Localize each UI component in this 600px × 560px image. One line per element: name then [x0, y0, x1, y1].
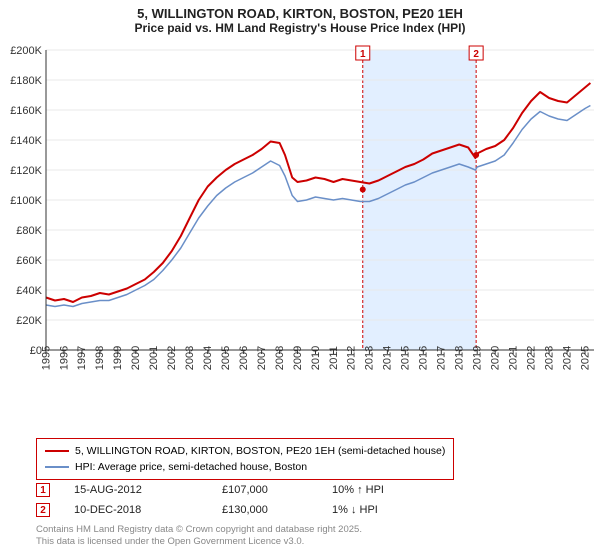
chart-container: 5, WILLINGTON ROAD, KIRTON, BOSTON, PE20… [0, 0, 600, 560]
x-tick-2000: 2000 [130, 346, 142, 370]
marker-date-0: 15-AUG-2012 [74, 484, 222, 496]
x-tick-2007: 2007 [256, 346, 268, 370]
x-tick-2008: 2008 [274, 346, 286, 370]
x-tick-1996: 1996 [58, 346, 70, 370]
marker-pct-1: 1% ↓ HPI [332, 504, 452, 516]
y-tick-4: £80K [16, 225, 42, 237]
sale-markers-table: 1 15-AUG-2012 £107,000 10% ↑ HPI 2 10-DE… [36, 480, 452, 520]
x-tick-2002: 2002 [166, 346, 178, 370]
footer: Contains HM Land Registry data © Crown c… [36, 524, 362, 549]
marker-price-0: £107,000 [222, 484, 332, 496]
x-tick-2024: 2024 [561, 346, 573, 370]
x-tick-2009: 2009 [292, 346, 304, 370]
title-line1: 5, WILLINGTON ROAD, KIRTON, BOSTON, PE20… [0, 6, 600, 21]
y-tick-3: £60K [16, 255, 42, 267]
x-tick-2016: 2016 [418, 346, 430, 370]
x-tick-1999: 1999 [112, 346, 124, 370]
footer-line2: This data is licensed under the Open Gov… [36, 536, 362, 548]
x-tick-2003: 2003 [184, 346, 196, 370]
x-tick-2001: 2001 [148, 346, 160, 370]
x-tick-2018: 2018 [454, 346, 466, 370]
chart-svg: £0£20K£40K£60K£80K£100K£120K£140K£160K£1… [4, 42, 596, 397]
y-tick-2: £40K [16, 285, 42, 297]
x-tick-2015: 2015 [400, 346, 412, 370]
x-tick-2020: 2020 [489, 346, 501, 370]
legend-swatch-0 [45, 450, 69, 452]
chart-area: £0£20K£40K£60K£80K£100K£120K£140K£160K£1… [4, 42, 596, 397]
marker-num-1: 2 [36, 503, 50, 517]
x-tick-1998: 1998 [94, 346, 106, 370]
x-tick-2010: 2010 [310, 346, 322, 370]
sale-point-1 [473, 152, 479, 158]
y-tick-5: £100K [10, 195, 42, 207]
y-tick-7: £140K [10, 135, 42, 147]
legend-label-1: HPI: Average price, semi-detached house,… [75, 461, 307, 473]
y-tick-6: £120K [10, 165, 42, 177]
series-price_paid [46, 83, 590, 302]
marker-pct-0: 10% ↑ HPI [332, 484, 452, 496]
series-hpi [46, 106, 590, 307]
marker-price-1: £130,000 [222, 504, 332, 516]
marker-date-1: 10-DEC-2018 [74, 504, 222, 516]
x-tick-2025: 2025 [579, 346, 591, 370]
x-tick-2017: 2017 [436, 346, 448, 370]
legend: 5, WILLINGTON ROAD, KIRTON, BOSTON, PE20… [36, 438, 454, 480]
x-tick-2014: 2014 [382, 346, 394, 370]
x-tick-1997: 1997 [76, 346, 88, 370]
y-tick-1: £20K [16, 315, 42, 327]
legend-row-1: HPI: Average price, semi-detached house,… [45, 459, 445, 475]
x-tick-1995: 1995 [40, 346, 52, 370]
title-block: 5, WILLINGTON ROAD, KIRTON, BOSTON, PE20… [0, 0, 600, 37]
sale-marker-row-0: 1 15-AUG-2012 £107,000 10% ↑ HPI [36, 480, 452, 500]
x-tick-2005: 2005 [220, 346, 232, 370]
x-tick-2023: 2023 [543, 346, 555, 370]
x-tick-2004: 2004 [202, 346, 214, 370]
legend-label-0: 5, WILLINGTON ROAD, KIRTON, BOSTON, PE20… [75, 445, 445, 457]
marker-num-0: 1 [36, 483, 50, 497]
y-tick-10: £200K [10, 45, 42, 57]
footer-line1: Contains HM Land Registry data © Crown c… [36, 524, 362, 536]
title-line2: Price paid vs. HM Land Registry's House … [0, 21, 600, 35]
x-tick-2019: 2019 [472, 346, 484, 370]
x-tick-2006: 2006 [238, 346, 250, 370]
x-tick-2013: 2013 [364, 346, 376, 370]
plot-marker-num-0: 1 [360, 49, 366, 60]
sale-point-0 [360, 187, 366, 193]
sale-marker-row-1: 2 10-DEC-2018 £130,000 1% ↓ HPI [36, 500, 452, 520]
y-tick-8: £160K [10, 105, 42, 117]
x-tick-2022: 2022 [525, 346, 537, 370]
x-tick-2012: 2012 [346, 346, 358, 370]
y-tick-9: £180K [10, 75, 42, 87]
plot-marker-num-1: 2 [473, 49, 479, 60]
x-tick-2011: 2011 [328, 346, 340, 370]
legend-row-0: 5, WILLINGTON ROAD, KIRTON, BOSTON, PE20… [45, 443, 445, 459]
x-tick-2021: 2021 [507, 346, 519, 370]
legend-swatch-1 [45, 466, 69, 468]
